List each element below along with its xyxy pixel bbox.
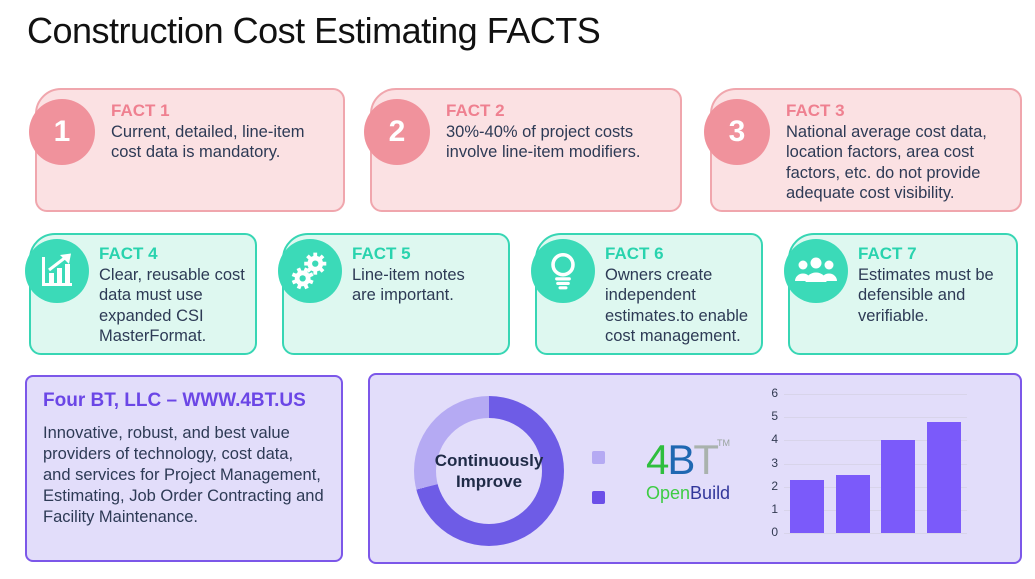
company-description: Innovative, robust, and best value provi… [43,424,324,527]
fact-2-title: FACT 2 [446,101,505,120]
fact-card-7: FACT 7 Estimates must be defensible and … [784,233,1018,355]
bar-chart-plot: 0 1 2 3 4 5 6 [771,386,967,539]
y-tick-label: 2 [771,478,778,493]
fact-3-number-badge: 3 [704,99,770,165]
y-tick-label: 3 [771,455,778,470]
gridline [784,417,967,419]
bar-chart-growth-icon [25,239,89,303]
fact-2-text: 30%-40% of project costs involve line-it… [446,123,641,162]
legend-swatch-light [592,451,605,464]
gridline [784,533,967,534]
bar [927,421,962,533]
logo-4: 4 [646,436,669,483]
donut-center-label: Continuously Improve [434,450,544,491]
fact-2-number-badge: 2 [364,99,430,165]
bar [789,479,824,533]
gridline [784,486,967,488]
logo-tm: TM [717,438,731,448]
fact-7-text: Estimates must be defensible and verifia… [858,266,994,325]
fact-4-title: FACT 4 [99,244,158,263]
page-title: Construction Cost Estimating FACTS [27,10,601,51]
people-group-icon [784,239,848,303]
4bt-openbuild-logo: 4BTTM OpenBuild [646,436,766,503]
fact-3-title: FACT 3 [786,101,845,120]
fact-5-text: Line-item notes are important. [352,266,465,305]
fact-1-title: FACT 1 [111,101,170,120]
gears-icon [278,239,342,303]
fact-6-title: FACT 6 [605,244,664,263]
fact-4-text: Clear, reusable cost data must use expan… [99,266,245,346]
fact-card-1: 1 FACT 1 Current, detailed, line-item co… [29,88,345,212]
gridline [784,394,967,395]
y-tick-label: 4 [771,432,778,447]
logo-open: Open [646,483,691,503]
logo-build: Build [690,483,731,503]
y-tick-label: 0 [771,525,778,539]
fact-1-text: Current, detailed, line-item cost data i… [111,123,305,162]
gridline [784,463,967,465]
fact-3-text: National average cost data, location fac… [786,123,987,203]
y-tick-label: 5 [771,409,778,424]
lightbulb-icon [531,239,595,303]
fact-card-3: 3 FACT 3 National average cost data, loc… [704,88,1022,212]
legend-swatch-dark [592,491,605,504]
fact-5-title: FACT 5 [352,244,411,263]
company-info-box: Four BT, LLC – WWW.4BT.US Innovative, ro… [25,375,343,562]
donut-chart: Continuously Improve [414,396,564,546]
logo-t: T [693,436,719,483]
fact-7-title: FACT 7 [858,244,917,263]
fact-card-4: FACT 4 Clear, reusable cost data must us… [25,233,257,355]
donut-chart-hole: Continuously Improve [434,418,544,524]
gridline [784,509,967,511]
company-title: Four BT, LLC – WWW.4BT.US [43,390,306,411]
bar [881,440,916,533]
bar-chart: 0 1 2 3 4 5 6 [756,386,967,539]
bar [835,475,870,533]
donut-legend [592,451,605,531]
gridline [784,440,967,442]
y-tick-label: 6 [771,386,778,400]
fact-card-2: 2 FACT 2 30%-40% of project costs involv… [364,88,682,212]
fact-card-5: FACT 5 Line-item notes are important. [278,233,510,355]
fact-1-number-badge: 1 [29,99,95,165]
logo-b: B [667,436,695,483]
fact-6-text: Owners create independent estimates.to e… [605,266,749,346]
fact-card-6: FACT 6 Owners create independent estimat… [531,233,763,355]
y-tick-label: 1 [771,501,778,516]
